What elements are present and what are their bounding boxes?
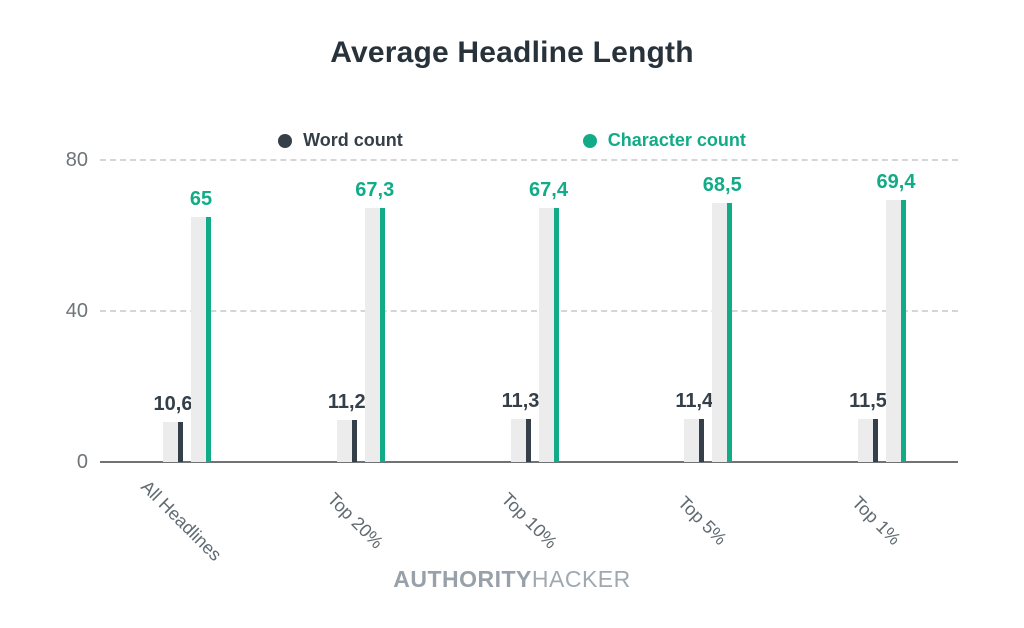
x-axis-category-label: Top 20% [323,488,387,553]
character-value-label: 69,4 [876,171,916,194]
legend-item-character-count: Character count [582,130,746,151]
legend-label-character: Character count [607,130,746,150]
y-axis-tick-label: 0 [76,451,88,473]
word-bar [178,422,183,462]
bar-track [336,419,352,462]
word-value-label: 11,5 [849,389,887,412]
bar-pair-word: 11,3 [502,390,539,462]
brand-logo-light: HACKER [531,566,631,592]
bar-pair-word: 11,2 [328,391,366,462]
bar-groups: 10,6 65 11,2 67,3 11,3 67,4 11,4 68,5 11,5 69,4 [154,171,915,462]
bar-pair-character: 67,3 [355,179,394,462]
word-bar [873,418,878,462]
bar-pair-word: 10,6 [154,393,192,462]
bar-pair-word: 11,5 [849,390,887,462]
word-value-label: 11,3 [501,390,540,413]
bar-pair-character: 69,4 [877,171,915,462]
word-bar [699,418,705,462]
bar-track [886,200,901,462]
word-value-label: 11,2 [327,390,366,413]
legend: Word count Character count [0,130,1024,151]
bar-pair-character: 67,4 [529,179,568,462]
character-value-label: 67,3 [355,178,395,201]
bar-group: 11,5 69,4 [849,171,915,462]
character-bar [901,200,906,462]
x-axis-category-label: Top 10% [497,488,561,553]
bar-group: 11,2 67,3 [328,179,394,462]
brand-logo: AUTHORITYHACKER [0,566,1024,593]
bar-track [538,207,554,462]
bar-track [712,203,728,462]
gridline [100,310,958,312]
gridline [100,159,958,161]
character-value-label: 67,4 [529,178,568,201]
bar-track [858,418,873,462]
legend-label-word: Word count [303,130,403,150]
x-axis-category-label: Top 1% [848,492,905,549]
bar-group: 11,4 68,5 [675,174,742,462]
character-value-label: 65 [189,187,213,210]
bar-group: 10,6 65 [154,188,212,462]
x-axis-category-label: All Headlines [137,476,226,565]
x-axis-line [100,461,958,463]
word-value-label: 10,6 [153,393,193,415]
y-axis-tick-label: 40 [65,300,88,322]
character-value-label: 68,5 [702,174,742,197]
word-bar [351,419,357,462]
chart-title: Average Headline Length [330,36,694,69]
x-axis-category-label: Top 5% [674,492,731,549]
bar-pair-character: 68,5 [703,174,742,462]
bar-track [191,216,206,462]
word-bar [525,419,531,462]
character-bar [379,207,385,462]
bar-pair-word: 11,4 [675,390,713,462]
character-bar [727,203,733,462]
bar-group: 11,3 67,4 [502,179,568,462]
bar-pair-character: 65 [190,188,212,462]
character-bar [206,216,211,462]
bar-track [684,418,700,462]
character-bar [553,207,559,462]
word-value-label: 11,4 [675,389,714,412]
word-count-dot-icon [278,133,293,148]
bar-track [510,419,526,462]
character-count-dot-icon [582,133,597,148]
bar-track [364,207,380,462]
legend-item-word-count: Word count [278,130,403,151]
bar-track [163,422,178,462]
brand-logo-bold: AUTHORITY [393,566,532,592]
y-axis-tick-label: 80 [65,149,88,171]
